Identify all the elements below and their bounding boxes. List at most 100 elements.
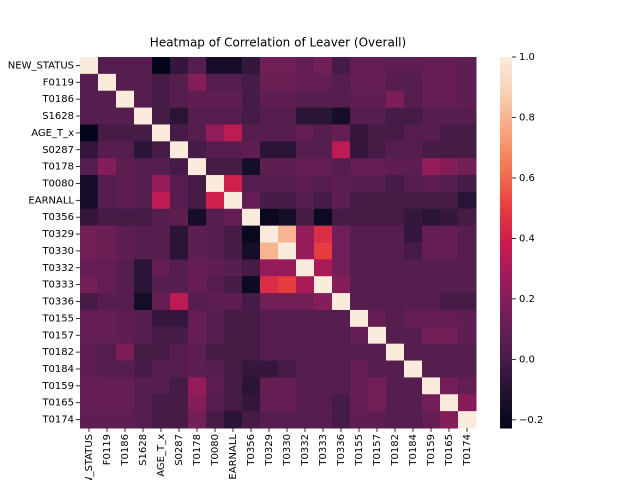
heatmap-cell xyxy=(98,242,117,260)
heatmap-cell xyxy=(260,107,279,125)
heatmap-cell xyxy=(350,377,369,395)
heatmap-cell xyxy=(278,158,297,176)
heatmap-cell xyxy=(260,225,279,243)
x-tick-label: T0336 xyxy=(336,434,347,467)
heatmap-cell xyxy=(206,309,225,328)
colorbar-segment xyxy=(500,257,512,262)
heatmap-cell xyxy=(278,225,297,243)
heatmap-cell xyxy=(458,343,477,362)
heatmap-cell xyxy=(350,124,369,142)
heatmap-cell xyxy=(332,309,351,328)
y-tick-label: T0159 xyxy=(41,381,74,392)
heatmap-cell xyxy=(206,242,225,260)
heatmap-cell xyxy=(278,293,297,311)
heatmap-cell xyxy=(278,326,297,345)
colorbar-segment xyxy=(500,325,512,330)
heatmap-cell xyxy=(350,225,369,243)
heatmap-cell xyxy=(170,90,189,109)
colorbar-segment xyxy=(500,63,512,67)
heatmap-cell xyxy=(332,208,351,227)
heatmap-cell xyxy=(386,57,405,75)
heatmap-cell xyxy=(458,276,477,294)
heatmap-cell xyxy=(278,208,297,227)
heatmap-cell xyxy=(278,191,297,210)
heatmap-cell xyxy=(368,158,387,176)
colorbar-segment xyxy=(500,217,512,222)
heatmap-cell xyxy=(206,208,225,227)
x-tick-label: T0080 xyxy=(210,434,221,467)
heatmap-cell xyxy=(314,259,333,277)
y-tick-label: T0333 xyxy=(41,280,74,291)
heatmap-cell xyxy=(152,225,171,243)
heatmap-cell xyxy=(332,293,351,311)
heatmap-cell xyxy=(314,175,333,193)
x-tick-label: AGE_T_x xyxy=(156,434,167,477)
heatmap-cell xyxy=(332,73,351,92)
heatmap-cell xyxy=(350,107,369,125)
heatmap-cell xyxy=(152,394,171,412)
y-tick-label: T0182 xyxy=(41,347,74,358)
colorbar-segment xyxy=(500,78,512,83)
heatmap-cell xyxy=(98,259,117,277)
colorbar-segment xyxy=(500,208,512,213)
heatmap-cell xyxy=(332,259,351,277)
heatmap-cell xyxy=(458,208,477,227)
heatmap-cell xyxy=(296,124,315,142)
heatmap-cell xyxy=(224,90,243,109)
heatmap-cell xyxy=(422,73,441,92)
y-tick-label: NEW_STATUS xyxy=(8,60,74,71)
heatmap-cell xyxy=(224,141,243,159)
heatmap-cell xyxy=(80,90,99,109)
heatmap-cell xyxy=(404,276,423,294)
heatmap-cell xyxy=(188,343,207,362)
heatmap-cell xyxy=(188,259,207,277)
heatmap-cell xyxy=(260,191,279,210)
colorbar-segment xyxy=(500,390,512,395)
heatmap-cell xyxy=(278,175,297,193)
heatmap-cell xyxy=(152,158,171,176)
heatmap-cell xyxy=(116,124,135,142)
colorbar-segment xyxy=(500,168,512,172)
colorbar-segment xyxy=(500,251,512,256)
heatmap-cell xyxy=(458,158,477,176)
heatmap-cell xyxy=(368,208,387,227)
heatmap-cell xyxy=(116,158,135,176)
heatmap-cell xyxy=(440,57,459,75)
heatmap-cell xyxy=(188,394,207,412)
heatmap-cell xyxy=(386,360,405,378)
heatmap-cell xyxy=(404,73,423,92)
colorbar-segment xyxy=(500,140,512,145)
colorbar-segment xyxy=(500,403,512,407)
heatmap-cell xyxy=(314,242,333,260)
heatmap-cell xyxy=(98,377,117,395)
heatmap-cell xyxy=(350,343,369,362)
heatmap-cell xyxy=(134,259,153,277)
heatmap-cell xyxy=(296,191,315,210)
heatmap-cell xyxy=(98,309,117,328)
heatmap-cell xyxy=(116,276,135,294)
heatmap-cell xyxy=(404,208,423,227)
x-tick-label: NEW_STATUS xyxy=(84,434,95,480)
colorbar-segment xyxy=(500,316,512,321)
heatmap-cell xyxy=(170,394,189,412)
heatmap-cell xyxy=(116,326,135,345)
colorbar-segment xyxy=(500,186,512,191)
heatmap-cell xyxy=(314,158,333,176)
heatmap-cell xyxy=(80,360,99,378)
heatmap-cell xyxy=(296,57,315,75)
heatmap-cell xyxy=(296,394,315,412)
heatmap-cell xyxy=(134,208,153,227)
heatmap-cell xyxy=(314,343,333,362)
heatmap-cell xyxy=(458,394,477,412)
heatmap-cell xyxy=(224,377,243,395)
heatmap-cell xyxy=(260,343,279,362)
x-tick-label: T0330 xyxy=(282,434,293,467)
heatmap-cell xyxy=(242,57,261,75)
heatmap-cell xyxy=(332,242,351,260)
heatmap-cell xyxy=(314,377,333,395)
colorbar-segment xyxy=(500,125,512,129)
heatmap-cell xyxy=(152,191,171,210)
heatmap-cell xyxy=(296,208,315,227)
heatmap-cell xyxy=(242,276,261,294)
colorbar-segment xyxy=(500,288,512,293)
